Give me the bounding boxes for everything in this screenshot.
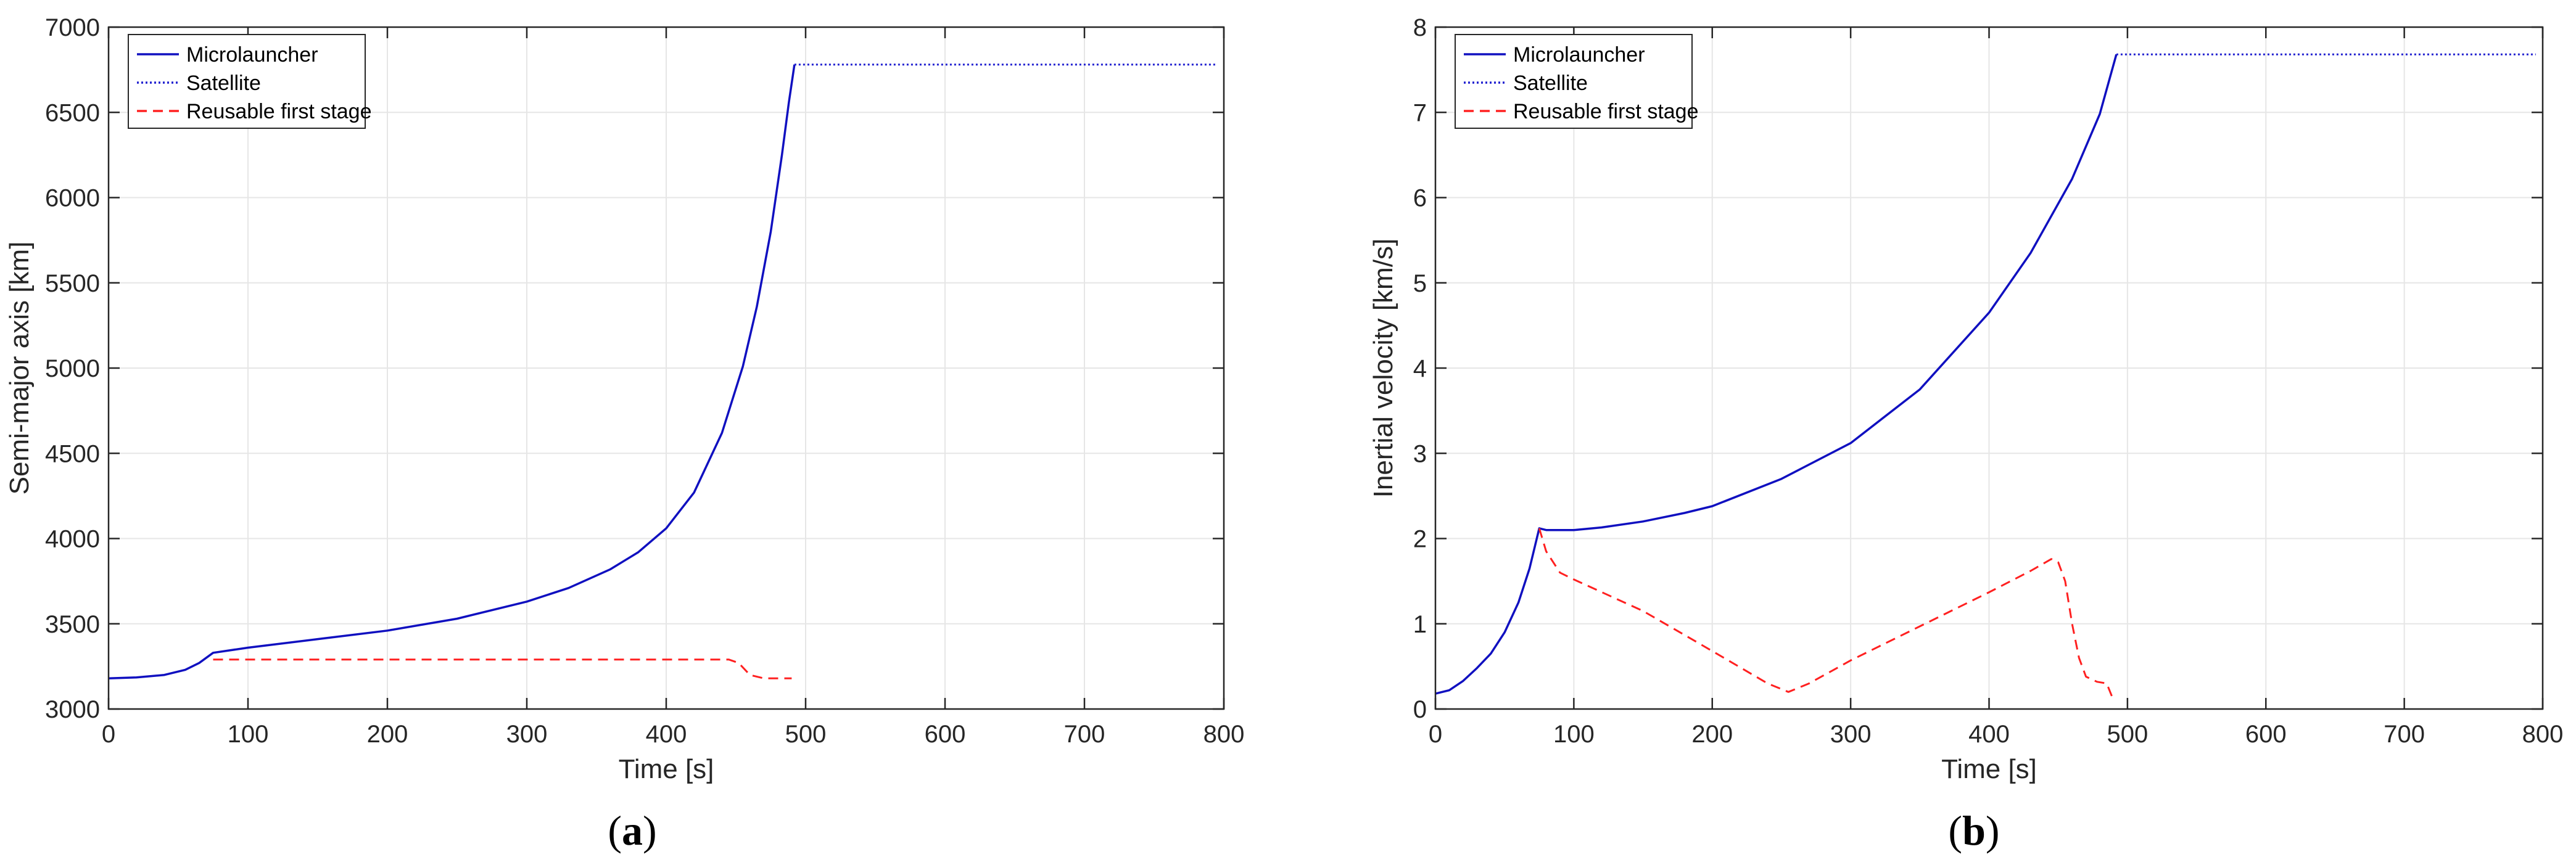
x-axis-label: Time [s]	[619, 754, 714, 784]
legend-box	[128, 34, 366, 129]
x-tick-label: 800	[1203, 721, 1245, 748]
y-tick-label: 8	[1413, 14, 1427, 41]
chart-panel-b: 0 100 200 300 400 500 600 700 800 0 1 2 3 4 5 6 7 8 Time […	[1368, 14, 2563, 854]
panel-caption-letter: a	[622, 807, 643, 854]
x-tick-label: 300	[1830, 721, 1872, 748]
y-tick-label: 4000	[45, 526, 100, 553]
x-tick-label: 500	[2107, 721, 2149, 748]
panel-caption-label: (b)	[1948, 807, 1999, 854]
legend-entry-label: Reusable first stage	[186, 100, 372, 123]
y-axis-label: Inertial velocity [km/s]	[1368, 239, 1398, 498]
panel-caption-close: )	[1986, 807, 2000, 854]
y-tick-label: 6500	[45, 99, 100, 126]
x-tick-label: 400	[646, 721, 687, 748]
y-tick-label: 5	[1413, 270, 1427, 297]
x-tick-label: 600	[925, 721, 966, 748]
y-tick-label: 3000	[45, 696, 100, 723]
series-line-reusable-first-stage	[1538, 528, 2115, 701]
x-tick-label: 800	[2522, 721, 2564, 748]
y-tick-label: 6000	[45, 185, 100, 212]
legend-entry-label: Satellite	[186, 72, 261, 95]
panel-caption-letter: b	[1962, 807, 1986, 854]
x-axis-label: Time [s]	[1941, 754, 2037, 784]
y-tick-label: 3500	[45, 611, 100, 638]
panel-caption-label: (a)	[608, 807, 656, 854]
chart-panel-a: 0 100 200 300 400 500 600 700 800 3000 3500 4000 450…	[4, 14, 1244, 854]
x-tick-label: 500	[785, 721, 827, 748]
legend-entry-label: Microlauncher	[186, 43, 318, 67]
x-tick-label: 200	[367, 721, 408, 748]
x-tick-label: 0	[102, 721, 115, 748]
series-line-microlauncher	[108, 64, 796, 679]
series-line-microlauncher	[1435, 54, 2118, 695]
y-tick-label: 4500	[45, 440, 100, 467]
panel-caption-open: (	[1948, 807, 1962, 854]
y-axis-label: Semi-major axis [km]	[4, 242, 35, 495]
legend-box	[1455, 34, 1693, 129]
y-tick-label: 5000	[45, 355, 100, 382]
y-tick-label: 7	[1413, 99, 1427, 126]
x-tick-label: 100	[228, 721, 269, 748]
series-line-reusable-first-stage	[213, 658, 792, 679]
y-tick-label: 5500	[45, 270, 100, 297]
x-tick-label: 400	[1968, 721, 2010, 748]
x-tick-label: 600	[2245, 721, 2287, 748]
y-tick-label: 1	[1413, 611, 1427, 638]
y-tick-label: 6	[1413, 185, 1427, 212]
y-tick-label: 4	[1413, 355, 1427, 382]
legend-entry-label: Microlauncher	[1513, 43, 1645, 67]
x-tick-label: 300	[506, 721, 548, 748]
x-tick-label: 200	[1691, 721, 1733, 748]
y-tick-label: 2	[1413, 526, 1427, 553]
x-tick-label: 700	[1064, 721, 1105, 748]
x-tick-label: 100	[1553, 721, 1595, 748]
y-tick-label: 3	[1413, 440, 1427, 467]
x-tick-label: 0	[1429, 721, 1442, 748]
legend-entry-label: Satellite	[1513, 72, 1588, 95]
panel-caption-open: (	[608, 807, 622, 854]
y-tick-label: 0	[1413, 696, 1427, 723]
x-tick-label: 700	[2384, 721, 2425, 748]
panel-caption-close: )	[643, 807, 657, 854]
y-tick-label: 7000	[45, 14, 100, 41]
legend-entry-label: Reusable first stage	[1513, 100, 1699, 123]
